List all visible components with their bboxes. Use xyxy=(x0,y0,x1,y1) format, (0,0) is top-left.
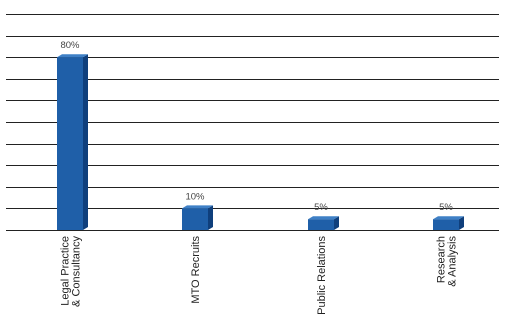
bar-front-face xyxy=(433,219,459,230)
bar xyxy=(182,205,213,230)
bar-side-face xyxy=(459,216,464,230)
category-label-line: & Analysis xyxy=(447,236,459,287)
bar xyxy=(57,54,88,231)
value-label: 5% xyxy=(439,202,453,213)
bar-side-face xyxy=(83,54,88,231)
bar-top-face xyxy=(433,216,464,220)
bar xyxy=(308,216,339,230)
bar-top-face xyxy=(57,54,88,58)
value-label: 80% xyxy=(60,40,80,51)
bar-top-face xyxy=(308,216,339,220)
category-label: Legal Practice& Consultancy xyxy=(60,236,83,307)
value-labels: 80% 10% 5% 5% xyxy=(60,40,453,213)
bar-front-face xyxy=(182,208,208,230)
bar-front-face xyxy=(308,219,334,230)
bar-side-face xyxy=(208,205,213,230)
category-label-line: Public Relations xyxy=(316,236,328,315)
bar-side-face xyxy=(334,216,339,230)
value-label: 5% xyxy=(314,202,328,213)
bars xyxy=(57,54,464,231)
category-label-line: Research xyxy=(436,236,448,283)
category-label: Public Relations xyxy=(316,236,328,315)
category-label-line: & Consultancy xyxy=(71,236,83,307)
bar-front-face xyxy=(57,57,83,231)
value-label: 10% xyxy=(185,191,205,202)
bar xyxy=(433,216,464,230)
category-label-line: MTO Recruits xyxy=(190,236,202,304)
category-labels: Legal Practice& Consultancy MTO Recruits P… xyxy=(60,236,459,315)
category-label: Research& Analysis xyxy=(436,236,459,287)
category-label: MTO Recruits xyxy=(190,236,202,304)
gridlines xyxy=(6,14,499,231)
bar-top-face xyxy=(182,205,213,209)
category-label-line: Legal Practice xyxy=(60,236,72,306)
